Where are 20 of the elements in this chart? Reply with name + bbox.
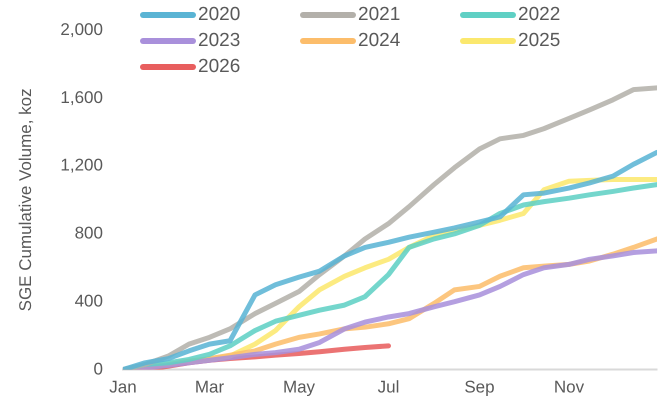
legend-label: 2024 [358, 29, 400, 53]
x-tick-label: Mar [194, 377, 224, 396]
x-tick-label: Sep [464, 377, 495, 396]
x-tick-label: Nov [554, 377, 585, 396]
y-axis-title: SGE Cumulative Volume, koz [16, 88, 35, 312]
y-tick-label: 400 [74, 291, 103, 310]
legend-label: 2025 [518, 29, 560, 53]
legend-label: 2020 [198, 3, 240, 27]
legend-label: 2022 [518, 3, 560, 27]
legend-label: 2021 [358, 3, 400, 27]
legend-label: 2026 [198, 55, 240, 79]
x-tick-label: May [282, 377, 316, 396]
y-tick-label: 800 [74, 224, 103, 243]
legend-label: 2023 [198, 29, 240, 53]
x-tick-label: Jan [109, 377, 137, 396]
y-tick-label: 1,200 [60, 156, 103, 175]
y-tick-label: 0 [93, 359, 103, 378]
x-tick-label: Jul [378, 377, 400, 396]
y-tick-label: 1,600 [60, 88, 103, 107]
y-tick-label: 2,000 [60, 20, 103, 39]
